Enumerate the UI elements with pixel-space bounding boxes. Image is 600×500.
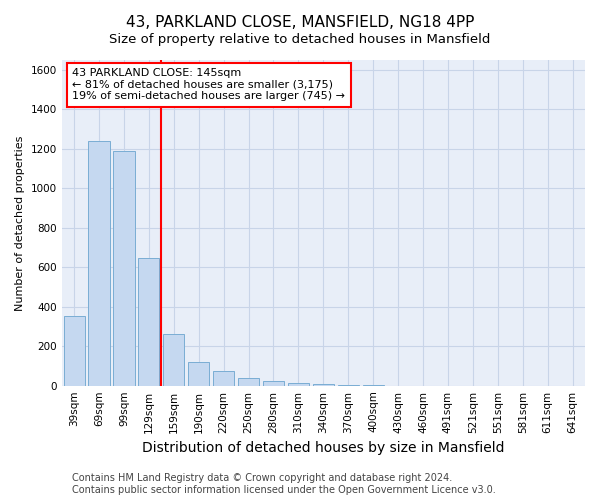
Bar — [238, 378, 259, 386]
Text: Contains HM Land Registry data © Crown copyright and database right 2024.
Contai: Contains HM Land Registry data © Crown c… — [72, 474, 496, 495]
Bar — [338, 384, 359, 386]
Bar — [313, 384, 334, 386]
Bar — [64, 316, 85, 386]
Bar — [163, 334, 184, 386]
Bar — [88, 141, 110, 386]
Bar — [263, 380, 284, 386]
Text: 43, PARKLAND CLOSE, MANSFIELD, NG18 4PP: 43, PARKLAND CLOSE, MANSFIELD, NG18 4PP — [126, 15, 474, 30]
Y-axis label: Number of detached properties: Number of detached properties — [15, 135, 25, 310]
Bar — [138, 258, 160, 386]
Text: 43 PARKLAND CLOSE: 145sqm
← 81% of detached houses are smaller (3,175)
19% of se: 43 PARKLAND CLOSE: 145sqm ← 81% of detac… — [72, 68, 345, 102]
Bar — [213, 371, 234, 386]
X-axis label: Distribution of detached houses by size in Mansfield: Distribution of detached houses by size … — [142, 441, 505, 455]
Bar — [288, 382, 309, 386]
Text: Size of property relative to detached houses in Mansfield: Size of property relative to detached ho… — [109, 32, 491, 46]
Bar — [113, 151, 134, 386]
Bar — [188, 362, 209, 386]
Bar — [362, 385, 384, 386]
